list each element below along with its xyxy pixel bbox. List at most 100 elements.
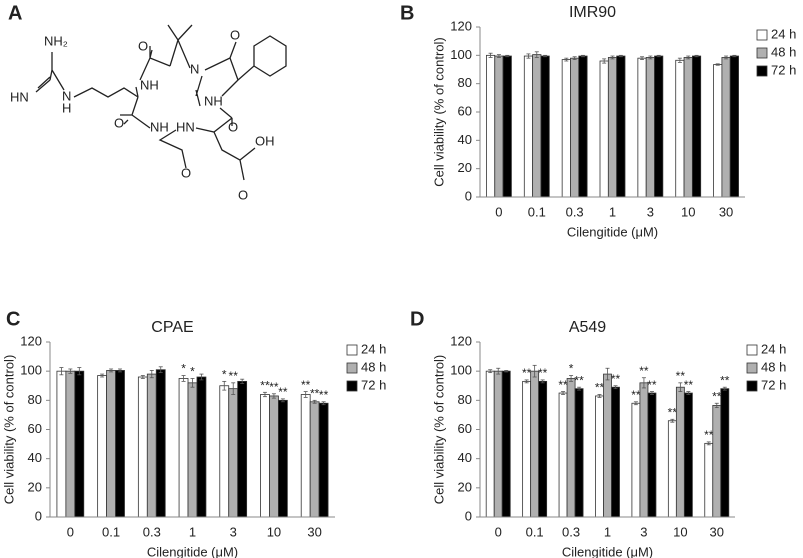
x-axis-label: Cilengitide (μM) — [147, 544, 238, 558]
atom-label: OH — [255, 133, 275, 148]
y-tick-label: 80 — [458, 392, 472, 407]
error-bar — [303, 391, 308, 398]
bar — [493, 370, 503, 518]
error-bar — [613, 385, 618, 390]
bar — [155, 369, 166, 518]
error-bar — [496, 367, 501, 375]
bar — [712, 405, 722, 518]
significance-label: * — [181, 362, 186, 376]
error-bar — [722, 386, 727, 391]
bar — [603, 373, 612, 518]
error-bar — [694, 54, 699, 58]
bar — [219, 385, 230, 518]
error-bar — [656, 54, 661, 58]
y-axis-label: Cell viability (% of control) — [431, 355, 446, 505]
x-axis-label: Cilengitide (μM) — [562, 544, 653, 558]
bar — [486, 54, 496, 198]
legend-swatch — [746, 344, 758, 356]
bar — [501, 370, 511, 518]
bar — [675, 59, 685, 198]
panel-letter: B — [400, 2, 414, 24]
bar — [278, 399, 288, 518]
x-tick-label: 0.3 — [143, 524, 161, 539]
y-tick-label: 120 — [450, 18, 472, 33]
y-tick-label: 80 — [28, 392, 42, 407]
error-bar — [496, 54, 501, 58]
chart-title: IMR90 — [569, 4, 616, 21]
bar — [538, 380, 548, 518]
bar — [260, 394, 270, 518]
legend-label: 24 h — [771, 26, 796, 41]
atom-label: O — [138, 38, 148, 53]
significance-label: ** — [522, 366, 532, 380]
y-tick-label: 100 — [20, 363, 42, 378]
x-tick-label: 0.3 — [562, 524, 580, 539]
significance-label: ** — [639, 364, 649, 378]
panel-letter: C — [6, 308, 20, 330]
bar — [570, 57, 580, 198]
bar — [178, 378, 189, 518]
y-tick-label: 120 — [20, 333, 42, 348]
error-bar — [199, 373, 204, 381]
x-tick-label: 30 — [307, 524, 321, 539]
y-tick-label: 60 — [458, 421, 472, 436]
legend-swatch — [756, 65, 768, 77]
error-bar — [181, 375, 186, 382]
x-tick-label: 1 — [189, 524, 196, 539]
bar — [691, 55, 702, 198]
error-bar — [100, 373, 105, 378]
error-bar — [640, 56, 645, 60]
bar — [595, 395, 604, 518]
bar — [530, 370, 540, 518]
x-tick-label: 0.1 — [526, 524, 544, 539]
bar — [106, 370, 116, 518]
error-bar — [648, 55, 653, 60]
error-bar — [109, 368, 114, 373]
x-tick-label: 0.3 — [566, 204, 584, 219]
y-tick-label: 40 — [28, 450, 42, 465]
error-bar — [686, 391, 691, 395]
significance-label: ** — [574, 373, 584, 387]
atom-label: HN — [10, 89, 29, 104]
significance-label: ** — [310, 387, 320, 401]
error-bar — [271, 393, 276, 399]
error-bar — [564, 57, 569, 62]
legend-label: 24 h — [761, 341, 786, 356]
bar — [137, 376, 148, 518]
bar — [720, 388, 730, 518]
bar — [522, 380, 532, 518]
y-tick-label: 100 — [450, 47, 472, 62]
error-bar — [561, 391, 566, 395]
bar — [683, 392, 693, 518]
atom-label: NH — [140, 77, 159, 92]
bar — [187, 382, 198, 518]
significance-label: ** — [631, 388, 641, 402]
y-tick-label: 0 — [465, 508, 472, 523]
x-tick-label: 3 — [230, 524, 237, 539]
panel-letter: D — [410, 308, 424, 330]
error-bar — [605, 367, 610, 381]
bar — [502, 55, 512, 198]
bar — [228, 388, 239, 518]
x-tick-label: 10 — [267, 524, 281, 539]
atom-label: HN — [176, 119, 195, 134]
bar — [611, 386, 620, 518]
error-bar — [488, 369, 493, 374]
significance-label: ** — [668, 405, 678, 419]
atom-label: N — [62, 88, 71, 103]
bar — [115, 370, 125, 518]
error-bar — [686, 55, 691, 60]
error-bar — [240, 378, 245, 384]
x-tick-label: 10 — [673, 524, 687, 539]
error-bar — [118, 368, 123, 373]
bar — [146, 373, 157, 518]
bar — [639, 382, 649, 518]
legend-label: 72 h — [761, 377, 786, 392]
legend-label: 48 h — [761, 359, 786, 374]
significance-label: ** — [538, 366, 548, 380]
x-tick-label: 1 — [604, 524, 611, 539]
bar — [713, 64, 723, 198]
legend-label: 72 h — [361, 377, 386, 392]
significance-label: ** — [611, 372, 621, 386]
chart-title: A549 — [569, 319, 606, 336]
